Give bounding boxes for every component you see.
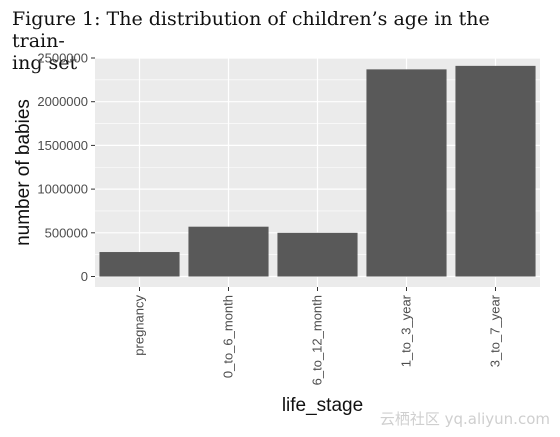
- bar-6_to_12_month: [277, 232, 358, 277]
- y-axis-title: number of babies: [13, 99, 34, 246]
- y-tick-label: 2000000: [37, 94, 88, 109]
- bar-0_to_6_month: [188, 226, 269, 277]
- y-tick-label: 1500000: [37, 138, 88, 153]
- y-tick-label: 2500000: [37, 51, 88, 66]
- caption-line-1: Figure 1: The distribution of children’s…: [12, 8, 490, 52]
- x-tick-label: 0_to_6_month: [221, 295, 236, 378]
- caption-line-2: ing set: [12, 52, 78, 74]
- x-axis-title: life_stage: [282, 395, 363, 416]
- y-tick-label: 500000: [45, 225, 88, 240]
- bar-3_to_7_year: [455, 65, 536, 277]
- bar-pregnancy: [99, 252, 180, 277]
- x-axis-ticks: pregnancy 0_to_6_month 6_to_12_month 1_to_3…: [132, 287, 503, 385]
- x-tick-label: 6_to_12_month: [310, 295, 325, 385]
- y-tick-label: 1000000: [37, 182, 88, 197]
- watermark: 云栖社区 yq.aliyun.com: [379, 410, 550, 428]
- y-tick-label: 0: [81, 269, 88, 284]
- figure-caption: Figure 1: The distribution of children’s…: [12, 8, 532, 74]
- x-tick-label: 3_to_7_year: [488, 294, 503, 367]
- y-axis-ticks: 0 500000 1000000 1500000 2000000 2500000: [37, 51, 95, 284]
- bar-1_to_3_year: [366, 69, 447, 277]
- bars: [99, 65, 536, 277]
- x-tick-label: 1_to_3_year: [399, 294, 414, 367]
- x-tick-label: pregnancy: [132, 295, 147, 356]
